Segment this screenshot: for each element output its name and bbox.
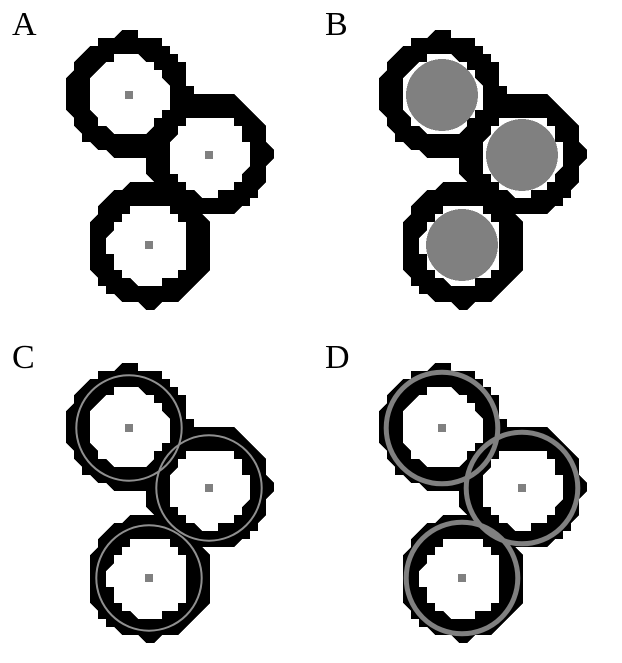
center-dot (438, 91, 446, 99)
cluster-a (34, 30, 294, 330)
cluster-b (347, 30, 607, 330)
center-dot (438, 424, 446, 432)
center-dot (125, 424, 133, 432)
center-dot (458, 574, 466, 582)
center-dot (145, 241, 153, 249)
panel-b: B (317, 4, 618, 325)
center-dot (205, 484, 213, 492)
panel-label-d: D (325, 339, 350, 377)
center-dot (518, 484, 526, 492)
cluster-d (347, 363, 607, 663)
cluster-c (34, 363, 294, 663)
panel-c: C (4, 337, 305, 658)
panel-d: D (317, 337, 618, 658)
center-dot (145, 574, 153, 582)
panel-a: A (4, 4, 305, 325)
center-dot (518, 151, 526, 159)
figure-grid: A B C D (0, 0, 622, 661)
panel-label-a: A (12, 6, 37, 44)
center-dot (205, 151, 213, 159)
panel-label-c: C (12, 339, 35, 377)
center-dot (125, 91, 133, 99)
panel-label-b: B (325, 6, 348, 44)
center-dot (458, 241, 466, 249)
